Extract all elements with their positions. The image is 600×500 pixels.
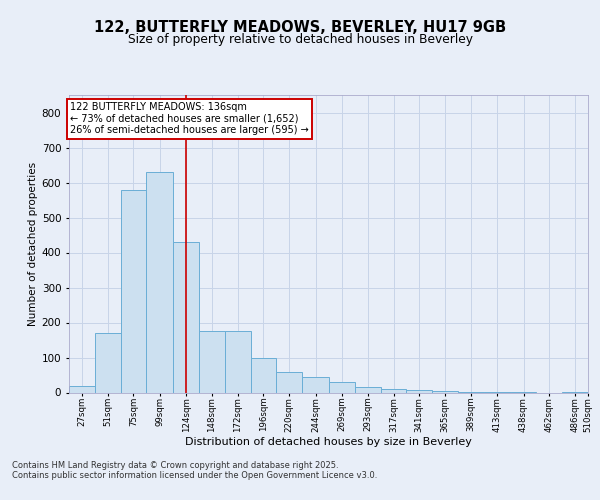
Bar: [406, 390, 432, 392]
Bar: [355, 387, 380, 392]
X-axis label: Distribution of detached houses by size in Beverley: Distribution of detached houses by size …: [185, 437, 472, 447]
Bar: [302, 377, 329, 392]
Y-axis label: Number of detached properties: Number of detached properties: [28, 162, 38, 326]
Bar: [380, 389, 406, 392]
Bar: [121, 190, 146, 392]
Bar: [173, 242, 199, 392]
Bar: [277, 372, 302, 392]
Bar: [95, 333, 121, 392]
Bar: [146, 172, 173, 392]
Bar: [69, 386, 95, 392]
Bar: [225, 331, 251, 392]
Text: 122 BUTTERFLY MEADOWS: 136sqm
← 73% of detached houses are smaller (1,652)
26% o: 122 BUTTERFLY MEADOWS: 136sqm ← 73% of d…: [70, 102, 309, 135]
Bar: [199, 331, 225, 392]
Text: Contains HM Land Registry data © Crown copyright and database right 2025.: Contains HM Land Registry data © Crown c…: [12, 462, 338, 470]
Bar: [329, 382, 355, 392]
Text: 122, BUTTERFLY MEADOWS, BEVERLEY, HU17 9GB: 122, BUTTERFLY MEADOWS, BEVERLEY, HU17 9…: [94, 20, 506, 35]
Text: Size of property relative to detached houses in Beverley: Size of property relative to detached ho…: [128, 32, 473, 46]
Text: Contains public sector information licensed under the Open Government Licence v3: Contains public sector information licen…: [12, 472, 377, 480]
Bar: [251, 358, 277, 392]
